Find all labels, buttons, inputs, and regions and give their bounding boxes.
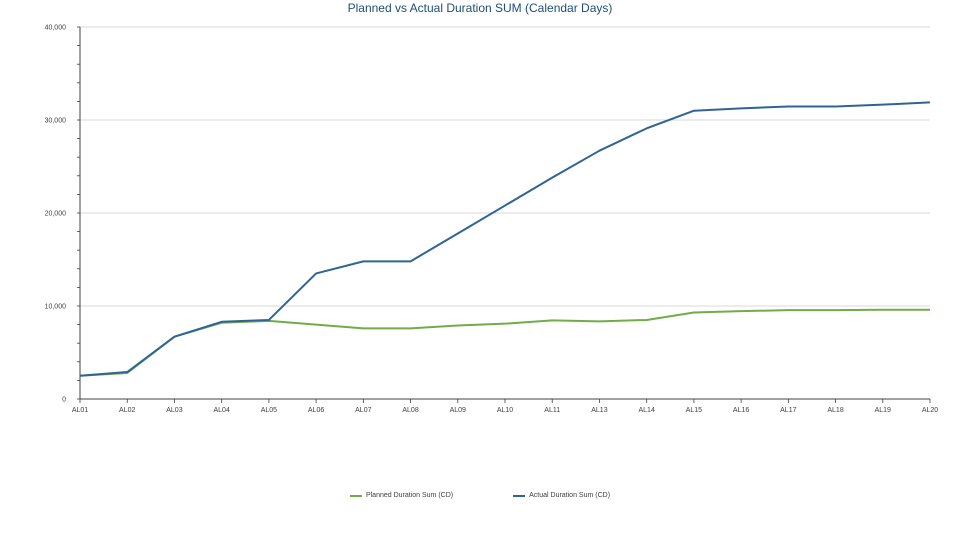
x-tick-label: AL16 (733, 407, 749, 414)
x-tick-label: AL17 (780, 407, 796, 414)
x-tick-label: AL01 (72, 407, 88, 414)
series-line-planned (79, 308, 930, 377)
y-tick-label: 10,000 (45, 304, 67, 311)
legend-swatch-planned (349, 494, 362, 497)
x-tick-label: AL05 (261, 407, 277, 414)
y-tick-label: 20,000 (45, 211, 67, 218)
y-tick-label: 30,000 (45, 118, 67, 125)
x-tick-label: AL11 (544, 407, 560, 414)
y-tick-label: 40,000 (45, 25, 67, 32)
y-tick-label: 0 (62, 397, 66, 404)
x-tick-label: AL19 (875, 407, 891, 414)
x-tick-label: AL06 (308, 407, 324, 414)
x-tick-label: AL09 (450, 407, 466, 414)
x-tick-label: AL14 (638, 407, 654, 414)
x-tick-label: AL03 (166, 407, 182, 414)
legend-item-actual: Actual Duration Sum (CD) (513, 492, 610, 499)
legend: Planned Duration Sum (CD) Actual Duratio… (0, 492, 960, 499)
chart-title: Planned vs Actual Duration SUM (Calendar… (347, 1, 613, 15)
x-tick-label: AL20 (922, 407, 938, 414)
x-tick-label: AL02 (119, 407, 135, 414)
legend-label-actual: Actual Duration Sum (CD) (529, 492, 611, 499)
x-tick-label: AL07 (355, 407, 371, 414)
x-tick-label: AL18 (827, 407, 843, 414)
x-tick-label: AL04 (213, 407, 229, 414)
x-tick-label: AL08 (402, 407, 418, 414)
x-tick-label: AL13 (591, 407, 607, 414)
x-tick-label: AL10 (497, 407, 513, 414)
x-tick-label: AL15 (686, 407, 702, 414)
legend-label-planned: Planned Duration Sum (CD) (365, 492, 454, 499)
legend-swatch-actual (513, 494, 526, 497)
legend-item-planned: Planned Duration Sum (CD) (349, 492, 454, 499)
series-line-actual (79, 101, 931, 377)
